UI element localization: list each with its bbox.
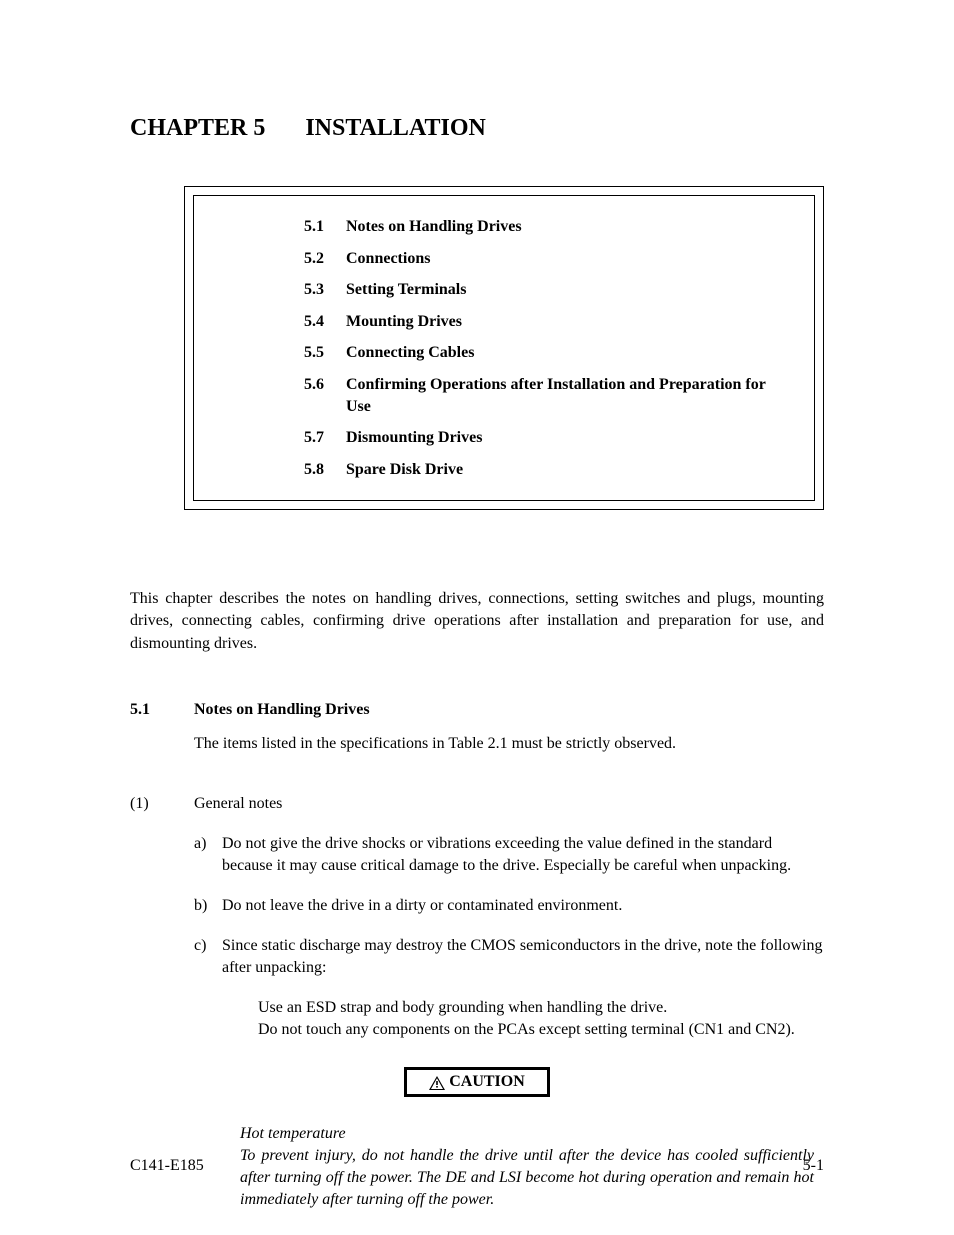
footer-left: C141-E185 [130, 1157, 204, 1175]
toc-label: Notes on Handling Drives [346, 216, 790, 238]
sub-note-line: Do not touch any components on the PCAs … [258, 1019, 824, 1041]
toc-row: 5.7 Dismounting Drives [304, 427, 790, 449]
chapter-prefix: CHAPTER 5 [130, 115, 265, 141]
toc-num: 5.3 [304, 279, 346, 301]
warning-icon [429, 1073, 445, 1091]
toc-label: Setting Terminals [346, 279, 790, 301]
toc-row: 5.8 Spare Disk Drive [304, 459, 790, 481]
list-text: Do not leave the drive in a dirty or con… [222, 895, 824, 917]
toc-row: 5.4 Mounting Drives [304, 311, 790, 333]
subsection-heading: (1) General notes [130, 795, 824, 813]
caution-box: CAUTION [404, 1067, 550, 1097]
toc-label: Dismounting Drives [346, 427, 790, 449]
toc-row: 5.3 Setting Terminals [304, 279, 790, 301]
toc-num: 5.6 [304, 374, 346, 396]
toc-row: 5.6 Confirming Operations after Installa… [304, 374, 790, 417]
toc-label: Connecting Cables [346, 342, 790, 364]
toc-label: Spare Disk Drive [346, 459, 790, 481]
list-text: Do not give the drive shocks or vibratio… [222, 833, 824, 877]
section-heading: 5.1 Notes on Handling Drives [130, 701, 824, 719]
toc-label: Confirming Operations after Installation… [346, 374, 790, 417]
section-title: Notes on Handling Drives [194, 701, 370, 719]
list-item: b) Do not leave the drive in a dirty or … [194, 895, 824, 917]
notes-list: a) Do not give the drive shocks or vibra… [194, 833, 824, 979]
toc-num: 5.5 [304, 342, 346, 364]
toc-row: 5.1 Notes on Handling Drives [304, 216, 790, 238]
footer-right: 5-1 [803, 1157, 824, 1175]
toc-box-outer: 5.1 Notes on Handling Drives 5.2 Connect… [184, 186, 824, 510]
toc-label: Mounting Drives [346, 311, 790, 333]
toc-num: 5.8 [304, 459, 346, 481]
caution-body: To prevent injury, do not handle the dri… [240, 1145, 814, 1211]
toc-row: 5.2 Connections [304, 248, 790, 270]
page-footer: C141-E185 5-1 [130, 1157, 824, 1175]
list-marker: a) [194, 833, 222, 877]
list-marker: c) [194, 935, 222, 979]
caution-label: CAUTION [449, 1073, 525, 1091]
toc-num: 5.2 [304, 248, 346, 270]
subsection-num: (1) [130, 795, 194, 813]
caution-heading: Hot temperature [240, 1123, 814, 1145]
toc-num: 5.1 [304, 216, 346, 238]
sub-notes: Use an ESD strap and body grounding when… [258, 997, 824, 1041]
section-body: The items listed in the specifications i… [194, 733, 824, 755]
list-item: c) Since static discharge may destroy th… [194, 935, 824, 979]
chapter-name: INSTALLATION [305, 115, 486, 141]
toc-num: 5.4 [304, 311, 346, 333]
chapter-title: CHAPTER 5 INSTALLATION [130, 115, 824, 142]
toc-label: Connections [346, 248, 790, 270]
list-marker: b) [194, 895, 222, 917]
list-text: Since static discharge may destroy the C… [222, 935, 824, 979]
document-page: CHAPTER 5 INSTALLATION 5.1 Notes on Handl… [0, 0, 954, 1235]
sub-note-line: Use an ESD strap and body grounding when… [258, 997, 824, 1019]
toc-box-inner: 5.1 Notes on Handling Drives 5.2 Connect… [193, 195, 815, 501]
list-item: a) Do not give the drive shocks or vibra… [194, 833, 824, 877]
subsection-title: General notes [194, 795, 282, 813]
section-num: 5.1 [130, 701, 194, 719]
toc-row: 5.5 Connecting Cables [304, 342, 790, 364]
intro-paragraph: This chapter describes the notes on hand… [130, 588, 824, 654]
toc-num: 5.7 [304, 427, 346, 449]
